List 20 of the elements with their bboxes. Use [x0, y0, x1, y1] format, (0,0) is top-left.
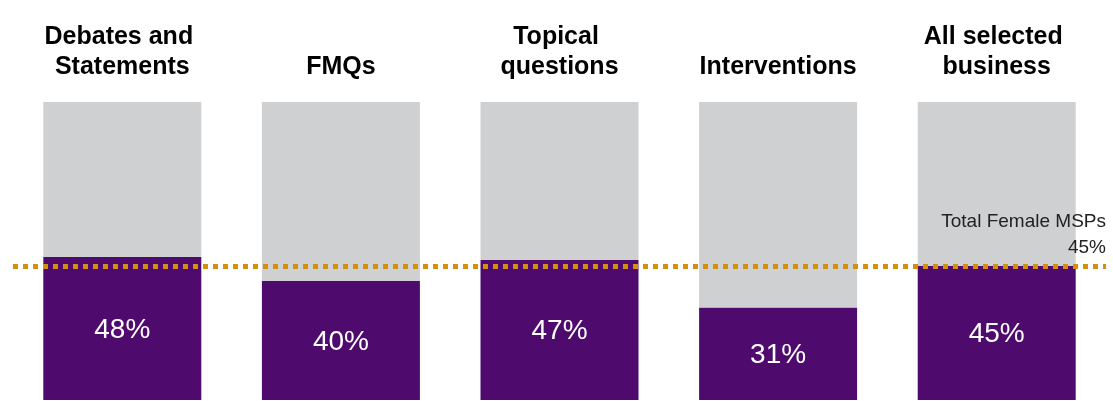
bar [699, 307, 858, 400]
x-tick-label: FMQs [306, 51, 376, 79]
x-tick-label: Topical questions [500, 21, 619, 79]
bar [43, 256, 202, 400]
data-label: 31% [750, 338, 807, 370]
data-label: 48% [94, 312, 151, 344]
x-tick-label: All selected business [923, 21, 1070, 79]
bar [43, 102, 202, 257]
x-tick-label: Debates and Statements [44, 21, 201, 79]
data-label: 40% [312, 324, 369, 356]
bar [261, 102, 420, 281]
x-tick-label: Interventions [699, 51, 857, 79]
bar [261, 280, 420, 400]
bar [917, 265, 1076, 400]
bar [699, 102, 858, 308]
ref-line-label: Total Female MSPs 45% [941, 210, 1107, 258]
bar [480, 102, 639, 260]
data-label: 45% [968, 317, 1025, 349]
bar [480, 259, 639, 400]
data-label: 47% [531, 314, 588, 346]
